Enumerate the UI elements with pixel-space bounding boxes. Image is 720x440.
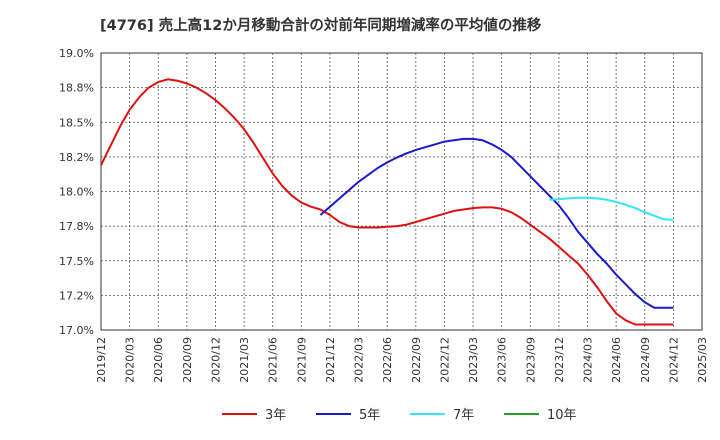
x-tick-label: 2020/06 xyxy=(152,337,165,383)
x-tick-label: 2021/12 xyxy=(324,337,337,383)
y-tick-label: 18.5% xyxy=(59,116,94,129)
legend-item: 3年 xyxy=(222,408,286,423)
x-tick-label: 2020/09 xyxy=(181,337,194,383)
x-tick-label: 2025/03 xyxy=(696,337,709,383)
plot-area xyxy=(100,52,703,331)
legend: 3年 5年 7年 10年 xyxy=(222,408,577,423)
x-tick-label: 2024/09 xyxy=(639,337,652,383)
y-tick-label: 17.5% xyxy=(59,255,94,268)
legend-label: 5年 xyxy=(359,408,380,423)
x-tick-label: 2024/03 xyxy=(582,337,595,383)
legend-item: 7年 xyxy=(410,408,474,423)
series-line-0 xyxy=(100,78,674,326)
y-tick-label: 19.0% xyxy=(59,47,94,60)
x-tick-label: 2021/06 xyxy=(267,337,280,383)
y-tick-label: 17.8% xyxy=(59,220,94,233)
series-line-1 xyxy=(319,137,674,309)
x-tick-label: 2022/06 xyxy=(381,337,394,383)
x-axis: 2019/12 2020/03 2020/06 2020/09 2020/12 2021/… xyxy=(95,337,709,383)
x-tick-label: 2020/03 xyxy=(124,337,137,383)
x-tick-label: 2023/06 xyxy=(496,337,509,383)
legend-item: 5年 xyxy=(316,408,380,423)
y-tick-label: 17.0% xyxy=(59,324,94,337)
y-axis: 17.0% 17.2% 17.5% 17.8% 18.0% 18.2% 18.5% 18.8%… xyxy=(59,47,94,337)
x-tick-label: 2020/12 xyxy=(209,337,222,383)
x-tick-label: 2021/03 xyxy=(238,337,251,383)
y-tick-label: 17.2% xyxy=(59,289,94,302)
legend-item: 10年 xyxy=(504,408,577,423)
y-tick-label: 18.2% xyxy=(59,151,94,164)
x-tick-label: 2024/06 xyxy=(610,337,623,383)
legend-label: 7年 xyxy=(453,408,474,423)
x-tick-label: 2024/12 xyxy=(667,337,680,383)
y-tick-label: 18.0% xyxy=(59,186,94,199)
x-tick-label: 2023/03 xyxy=(467,337,480,383)
series-line-2 xyxy=(549,196,674,221)
legend-label: 10年 xyxy=(547,408,577,423)
chart-title: [4776] 売上高12か月移動合計の対前年同期増減率の平均値の推移 xyxy=(100,16,542,34)
x-tick-label: 2022/03 xyxy=(353,337,366,383)
x-tick-label: 2021/09 xyxy=(295,337,308,383)
x-tick-label: 2022/09 xyxy=(410,337,423,383)
y-tick-label: 18.8% xyxy=(59,82,94,95)
x-tick-label: 2023/12 xyxy=(553,337,566,383)
x-tick-label: 2019/12 xyxy=(95,337,108,383)
x-tick-label: 2023/09 xyxy=(524,337,537,383)
x-tick-label: 2022/12 xyxy=(438,337,451,383)
series-lines xyxy=(100,78,674,326)
legend-label: 3年 xyxy=(265,408,286,423)
